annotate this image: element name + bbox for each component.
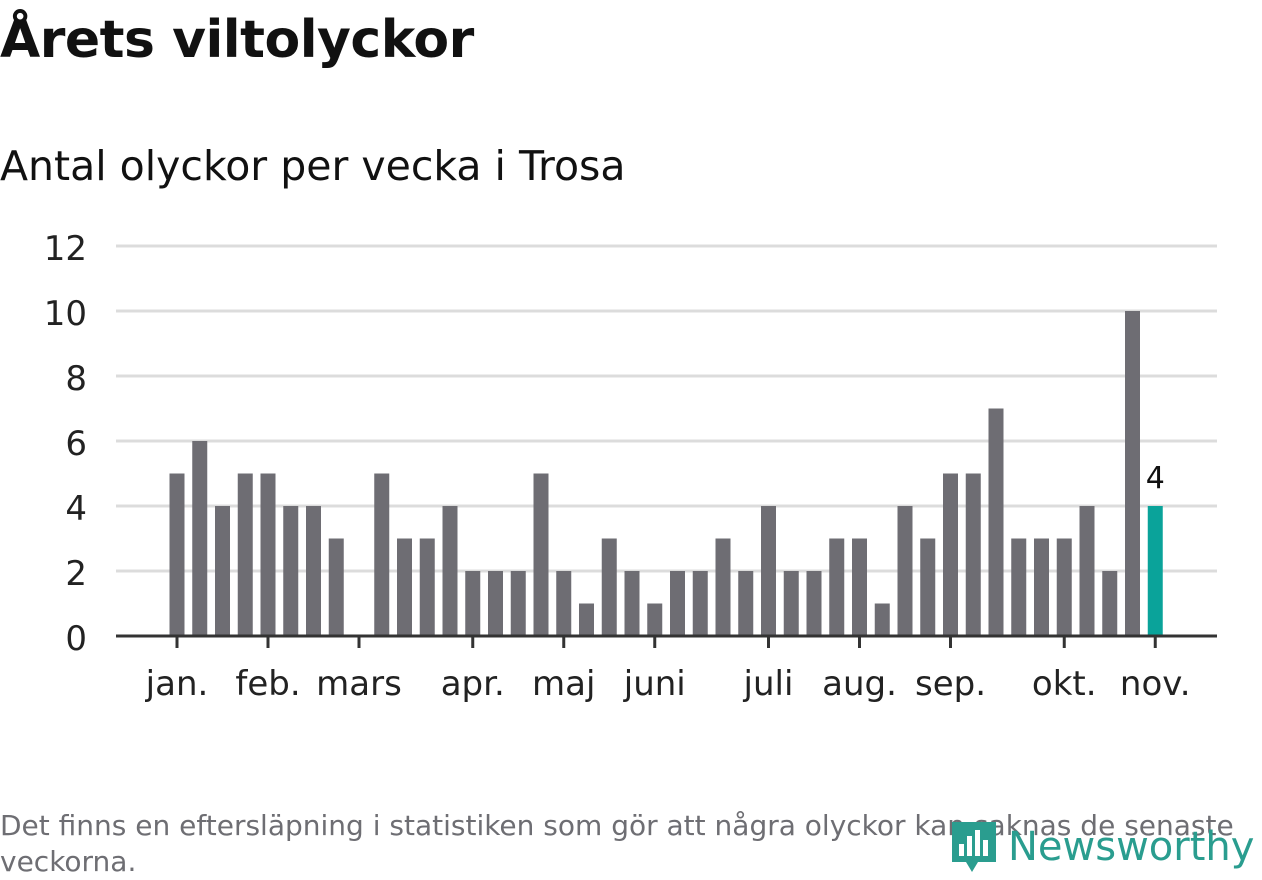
x-tick-label: sep.: [915, 664, 986, 704]
bar: [874, 603, 890, 636]
bar: [738, 571, 754, 636]
bar: [1102, 571, 1118, 636]
bar: [1079, 506, 1095, 636]
axis-labels: 0 2 4 6 8 10 12 4 jan. feb. mars apr. maj juni juli aug…: [44, 229, 1191, 704]
bar: [1125, 311, 1140, 636]
footnote: Det finns en eftersläpning i statistiken…: [0, 809, 1234, 878]
bars: [169, 311, 1163, 636]
bar: [533, 473, 549, 636]
x-tick-label: mars: [316, 664, 402, 704]
x-tick-label: aug.: [822, 664, 897, 704]
x-tick-label: nov.: [1120, 664, 1191, 704]
x-tick-label: maj: [532, 664, 595, 704]
bar: [169, 473, 185, 636]
bar: [897, 506, 913, 636]
newsworthy-logo: Newsworthy: [948, 818, 1254, 876]
bar: [829, 538, 845, 636]
bar: [852, 538, 867, 636]
x-tick-label: juli: [743, 664, 794, 704]
y-tick-label: 0: [65, 619, 87, 659]
bar: [1056, 538, 1072, 636]
bar: [601, 538, 617, 636]
bar: [692, 571, 708, 636]
bar: [510, 571, 526, 636]
bar: [988, 408, 1004, 636]
bar: [761, 506, 776, 636]
bar: [670, 571, 685, 636]
y-tick-label: 8: [65, 359, 87, 399]
bar: [237, 473, 253, 636]
bar: [920, 538, 936, 636]
bar: [328, 538, 344, 636]
x-tick-label: juni: [623, 664, 686, 704]
bar: [715, 538, 731, 636]
bar: [1034, 538, 1049, 636]
bar: [192, 441, 208, 636]
bar: [783, 571, 799, 636]
bar: [488, 571, 503, 636]
bar: [965, 473, 981, 636]
bar: [283, 506, 299, 636]
bar: [260, 473, 276, 636]
y-tick-label: 6: [65, 424, 87, 464]
logo-text: Newsworthy: [1008, 824, 1255, 870]
y-tick-label: 10: [44, 294, 87, 334]
bar: [943, 473, 958, 636]
x-tick-label: okt.: [1032, 664, 1097, 704]
bar: [465, 571, 481, 636]
bar: [1011, 538, 1027, 636]
bar: [442, 506, 458, 636]
bar: [579, 603, 594, 636]
data-label: 4: [1146, 461, 1165, 496]
y-tick-label: 4: [65, 489, 87, 529]
y-tick-label: 12: [44, 229, 87, 269]
bar: [374, 473, 390, 636]
x-tick-label: feb.: [235, 664, 300, 704]
bar: [397, 538, 412, 636]
chart-subtitle: Antal olyckor per vecka i Trosa: [0, 142, 626, 190]
bar: [419, 538, 435, 636]
highlight-bar: [1147, 506, 1163, 636]
chart-title: Årets viltolyckor: [0, 10, 474, 70]
bar: [806, 571, 822, 636]
x-tick-label: apr.: [441, 664, 505, 704]
bar: [624, 571, 640, 636]
y-tick-label: 2: [65, 554, 87, 594]
x-tick-label: jan.: [145, 664, 209, 704]
bar: [215, 506, 230, 636]
bar: [306, 506, 321, 636]
bar: [647, 603, 663, 636]
grid-lines: [116, 244, 1217, 573]
newsworthy-logo-icon: [952, 822, 996, 872]
bar: [556, 571, 572, 636]
bar-chart: 0 2 4 6 8 10 12 4 jan. feb. mars apr. maj juni juli aug…: [44, 229, 1217, 704]
x-axis: [116, 634, 1217, 648]
